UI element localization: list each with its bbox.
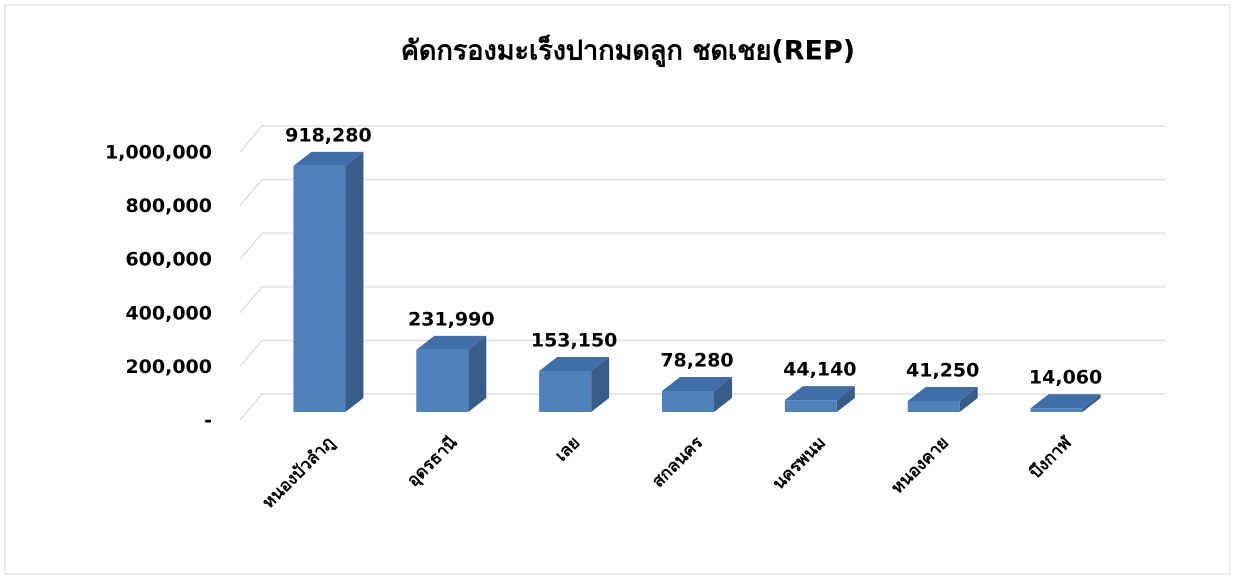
value-label: 153,150: [531, 329, 618, 351]
bar: [539, 370, 592, 412]
bar: [416, 349, 469, 412]
bar-group: [539, 356, 610, 412]
y-tick-label: 800,000: [125, 195, 212, 217]
bar: [662, 391, 714, 412]
bar-group: [1030, 394, 1101, 412]
grid-line: [239, 125, 1165, 153]
bar-group: [784, 386, 855, 412]
bar-group: [907, 386, 978, 412]
bar-side: [345, 151, 364, 413]
bar-side: [468, 335, 487, 412]
y-tick-label: 1,000,000: [105, 142, 212, 164]
bar-top: [907, 386, 978, 401]
value-label: 78,280: [660, 350, 733, 372]
value-label: 44,140: [783, 359, 856, 381]
bar: [293, 165, 346, 412]
bar-top: [784, 386, 855, 401]
bar: [907, 400, 960, 412]
value-label: 918,280: [285, 124, 372, 146]
y-tick-label: 200,000: [125, 356, 212, 378]
bar: [1030, 408, 1083, 412]
bar: [784, 400, 837, 412]
bar-side: [591, 356, 610, 412]
bar-top: [662, 377, 732, 392]
y-tick-label: 400,000: [125, 302, 212, 324]
bar-side: [714, 377, 732, 412]
bar-group: [416, 335, 487, 412]
grid-line: [239, 179, 1165, 206]
bar-side: [1082, 394, 1101, 412]
y-tick-label: 600,000: [125, 249, 212, 271]
grid-line: [239, 393, 1165, 421]
bar-top: [416, 335, 487, 350]
value-label: 14,060: [1029, 367, 1102, 389]
chart-frame: [4, 4, 1231, 575]
value-label: 231,990: [408, 308, 495, 330]
grid-line: [239, 339, 1165, 367]
grid-line: [239, 286, 1165, 314]
y-tick-label: -: [204, 410, 212, 432]
bar-side: [959, 386, 978, 412]
value-label: 41,250: [906, 359, 979, 381]
bar-side: [836, 386, 855, 412]
grid-line: [239, 232, 1165, 260]
bar-top: [539, 356, 610, 371]
bar-top: [1030, 394, 1101, 409]
bar-group: [662, 377, 732, 412]
bar-group: [293, 151, 364, 413]
bar-top: [293, 151, 364, 166]
chart-title: คัดกรองมะเร็งปากมดลูก ชดเชย(REP): [401, 33, 855, 68]
